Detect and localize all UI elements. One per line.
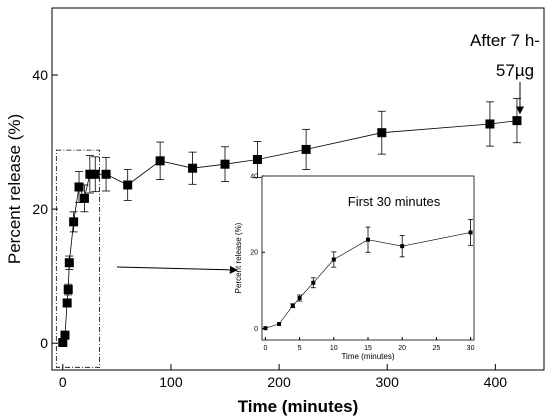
inset-title: First 30 minutes [348,194,441,209]
main-data-point [79,193,89,203]
main-y-tick-label: 20 [32,201,48,217]
inset-data-point [277,321,282,326]
main-data-point [60,330,70,340]
main-data-point [101,169,111,179]
main-data-point [188,163,198,173]
main-data-point [63,285,73,295]
main-y-tick-label: 40 [32,67,48,83]
main-data-point [85,169,95,179]
main-y-axis-label: Percent release (%) [5,114,24,264]
main-x-tick-label: 200 [267,374,291,390]
inset-plot-layer: 0 5 10 15 20 25 30 0 20 40 [250,173,474,352]
main-data-point [252,155,262,165]
inset-x-tick-label: 5 [298,345,302,352]
inset-data-point [290,303,295,308]
inset-data-point [311,280,316,285]
main-data-point [301,144,311,154]
inset-x-tick-label: 10 [330,345,338,352]
zoom-connector-arrow [116,265,238,274]
main-data-point [123,180,133,190]
main-x-tick-label: 100 [159,374,183,390]
inset-data-point [331,257,336,262]
main-data-point [485,119,495,129]
inset-data-point [263,326,268,331]
main-data-point [377,128,387,138]
main-data-point [64,258,74,268]
inset-x-tick-label: 20 [398,345,406,352]
main-data-point [58,338,68,348]
inset-data-point [366,237,370,242]
main-data-point [512,116,522,126]
main-data-point [74,182,84,192]
annotation-line-1: After 7 h- [470,31,540,50]
main-data-point [90,169,100,179]
main-data-point [69,217,79,227]
inset-y-tick-label: 40 [250,173,258,180]
main-data-point [155,156,165,166]
inset-x-tick-label: 15 [364,345,372,352]
inset-plot-frame [261,175,475,341]
annotation-line-2: 57µg [496,61,534,80]
inset-x-axis-label: Time (minutes) [341,352,394,361]
inset-data-point [400,244,405,249]
inset-y-axis-label: Percent release (%) [234,222,243,293]
main-x-tick-label: 400 [484,374,508,390]
main-x-tick-label: 0 [59,374,67,390]
inset-data-point [468,230,473,235]
inset-y-tick-label: 20 [250,250,258,257]
inset-x-tick-label: 25 [432,345,440,352]
main-data-point [220,159,230,169]
main-y-tick-label: 0 [40,335,48,351]
main-data-point [62,298,72,308]
inset-data-point [297,296,302,301]
zoom-region-box [55,149,100,368]
main-x-axis-label: Time (minutes) [238,397,359,416]
inset-x-tick-label: 30 [467,345,475,352]
main-plot-frame [51,7,545,371]
inset-y-tick-label: 0 [254,326,258,333]
inset-x-tick-label: 0 [263,345,267,352]
main-x-tick-label: 300 [376,374,400,390]
